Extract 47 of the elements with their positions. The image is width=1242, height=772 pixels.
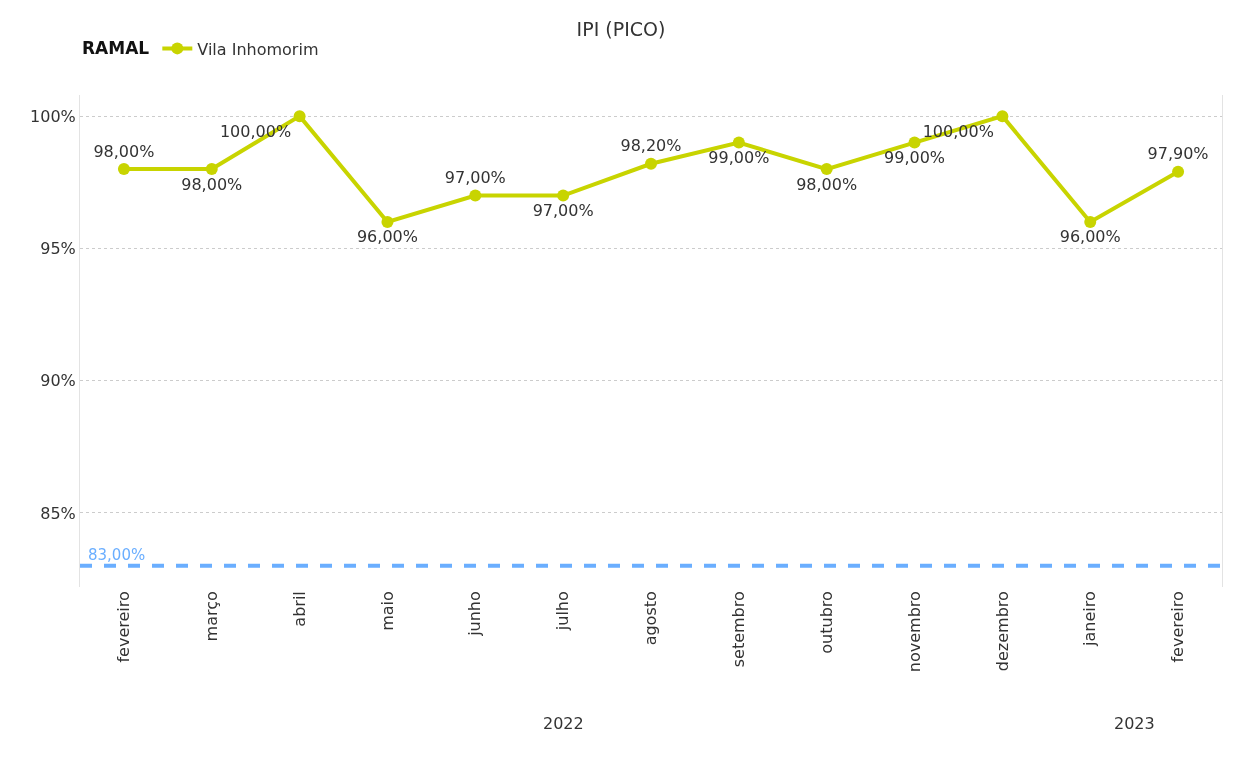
- y-tick-label: 95%: [40, 239, 76, 259]
- x-tick-label: julho: [553, 591, 573, 632]
- y-tick-label: 100%: [30, 106, 76, 126]
- data-label: 99,00%: [884, 148, 946, 168]
- point: [293, 110, 306, 123]
- data-label: 98,00%: [181, 174, 243, 194]
- point: [820, 163, 833, 176]
- legend-label: Vila Inhomorim: [197, 39, 319, 59]
- data-label: 96,00%: [356, 227, 418, 247]
- point: [996, 110, 1009, 123]
- x-tick-label: junho: [465, 591, 485, 637]
- chart-title: IPI (PICO): [576, 18, 666, 41]
- x-tick-label: dezembro: [992, 591, 1012, 672]
- x-tick-label: janeiro: [1080, 591, 1100, 647]
- x-tick-label: novembro: [904, 591, 924, 673]
- text: 2023: [1114, 714, 1155, 733]
- x-tick-label: abril: [289, 591, 309, 627]
- data-label: 97,90%: [1147, 144, 1209, 164]
- data-label: 98,00%: [93, 141, 155, 161]
- x-tick-label: setembro: [729, 591, 749, 668]
- x-tick-label: fevereiro: [1168, 591, 1188, 663]
- point: [557, 189, 570, 202]
- ref-line-label: 83,00%: [88, 546, 146, 564]
- point: [1084, 215, 1097, 228]
- point: [469, 189, 482, 202]
- point: [205, 163, 218, 176]
- legend-title: RAMAL: [82, 37, 150, 58]
- y-tick-label: 90%: [40, 371, 76, 391]
- x-tick-label: maio: [377, 591, 397, 631]
- x-tick-label: março: [201, 591, 221, 642]
- data-label: 96,00%: [1059, 227, 1121, 247]
- point: [908, 136, 921, 149]
- x-tick-label: outubro: [816, 591, 836, 654]
- y-tick-label: 85%: [40, 503, 76, 523]
- x-tick-label: fevereiro: [114, 591, 134, 663]
- point: [1172, 165, 1185, 178]
- x-tick-label: agosto: [641, 591, 661, 646]
- point: [732, 136, 745, 149]
- data-label: 97,00%: [444, 168, 506, 188]
- data-label: 98,20%: [620, 136, 682, 156]
- point: [117, 163, 130, 176]
- text: 2022: [543, 714, 584, 733]
- point: [645, 157, 657, 170]
- data-label: 97,00%: [532, 201, 594, 221]
- data-label: 99,00%: [708, 148, 770, 168]
- data-label: 98,00%: [796, 174, 858, 194]
- point: [381, 215, 394, 228]
